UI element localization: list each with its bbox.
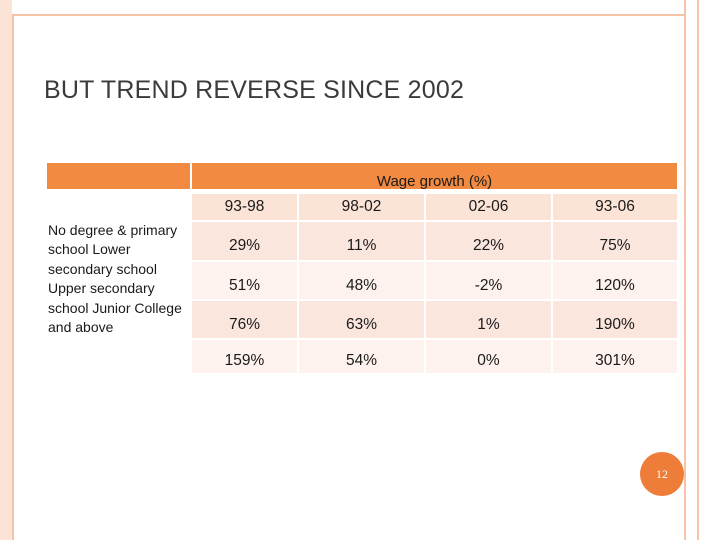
table-cell: 0% [426,340,551,373]
table-header-blank [47,163,190,189]
column-header: 98-02 [299,194,424,220]
table-cell: 190% [553,301,677,338]
table-subheader-blank [47,194,190,220]
frame-right-line-inner [684,0,686,540]
table-cell: 11% [299,222,424,260]
column-header: 93-98 [192,194,297,220]
slide-title: BUT TREND REVERSE SINCE 2002 [44,76,465,104]
frame-right-line-outer [697,0,699,540]
frame-left-band [0,0,12,540]
table-cell: 1% [426,301,551,338]
column-header: 02-06 [426,194,551,220]
table-cell: 120% [553,262,677,299]
table-cell: 48% [299,262,424,299]
frame-border [12,14,684,540]
column-header: 93-06 [553,194,677,220]
table-cell: 159% [192,340,297,373]
table-cell: 301% [553,340,677,373]
page-number-badge: 12 [640,452,684,496]
table-cell: 29% [192,222,297,260]
table-group-header: Wage growth (%) [192,163,677,190]
table-cell: 76% [192,301,297,338]
table-cell: 75% [553,222,677,260]
row-labels: No degree & primary school Lower seconda… [48,222,182,336]
table-cell: 63% [299,301,424,338]
table-cell: 22% [426,222,551,260]
table-cell: 51% [192,262,297,299]
table-cell: 54% [299,340,424,373]
frame-top-line [12,14,684,16]
table-cell: -2% [426,262,551,299]
